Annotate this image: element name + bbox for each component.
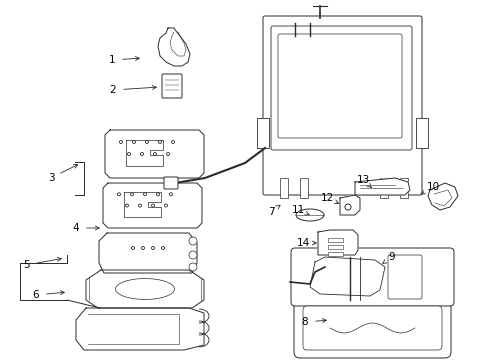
- Text: 11: 11: [291, 205, 304, 215]
- FancyBboxPatch shape: [263, 16, 421, 195]
- Ellipse shape: [141, 247, 144, 249]
- Ellipse shape: [169, 193, 172, 196]
- Polygon shape: [86, 270, 203, 308]
- FancyBboxPatch shape: [163, 177, 178, 189]
- Bar: [280, 178, 287, 198]
- FancyBboxPatch shape: [293, 298, 450, 358]
- Ellipse shape: [127, 153, 130, 156]
- Polygon shape: [158, 28, 190, 66]
- Ellipse shape: [156, 193, 159, 196]
- FancyBboxPatch shape: [290, 248, 453, 306]
- Ellipse shape: [125, 204, 128, 207]
- Ellipse shape: [143, 193, 146, 196]
- Bar: [327, 252, 342, 256]
- Bar: [257, 118, 268, 148]
- Ellipse shape: [131, 247, 134, 249]
- Polygon shape: [427, 183, 457, 210]
- Text: 10: 10: [426, 182, 439, 192]
- Text: 4: 4: [73, 223, 79, 233]
- Ellipse shape: [345, 204, 350, 210]
- Polygon shape: [105, 130, 203, 178]
- Text: 3: 3: [48, 173, 54, 183]
- Ellipse shape: [151, 247, 154, 249]
- Ellipse shape: [161, 247, 164, 249]
- Bar: [379, 178, 387, 198]
- Ellipse shape: [145, 140, 148, 144]
- Ellipse shape: [138, 204, 141, 207]
- Ellipse shape: [117, 193, 120, 196]
- Ellipse shape: [295, 209, 324, 221]
- Ellipse shape: [189, 263, 197, 271]
- Bar: [327, 245, 342, 249]
- Text: 8: 8: [301, 317, 307, 327]
- Polygon shape: [103, 183, 202, 228]
- FancyBboxPatch shape: [162, 74, 182, 98]
- Ellipse shape: [153, 153, 156, 156]
- FancyBboxPatch shape: [387, 255, 421, 299]
- Text: 13: 13: [356, 175, 369, 185]
- Text: 7: 7: [267, 207, 274, 217]
- Bar: [399, 178, 407, 198]
- Ellipse shape: [171, 140, 174, 144]
- Ellipse shape: [166, 153, 169, 156]
- Polygon shape: [354, 178, 409, 195]
- Ellipse shape: [132, 140, 135, 144]
- Text: 14: 14: [296, 238, 309, 248]
- Bar: [299, 178, 307, 198]
- FancyBboxPatch shape: [278, 34, 401, 138]
- Bar: [415, 118, 427, 148]
- Polygon shape: [339, 195, 359, 215]
- Ellipse shape: [151, 204, 154, 207]
- Ellipse shape: [189, 237, 197, 245]
- Text: 1: 1: [108, 55, 115, 65]
- Polygon shape: [76, 308, 203, 350]
- Text: 12: 12: [320, 193, 333, 203]
- FancyBboxPatch shape: [270, 26, 411, 150]
- Polygon shape: [309, 257, 384, 296]
- Ellipse shape: [158, 140, 161, 144]
- Bar: [327, 238, 342, 242]
- Text: 6: 6: [33, 290, 39, 300]
- Ellipse shape: [130, 193, 133, 196]
- Ellipse shape: [189, 251, 197, 259]
- Text: 5: 5: [22, 260, 29, 270]
- Ellipse shape: [140, 153, 143, 156]
- FancyBboxPatch shape: [303, 306, 441, 350]
- Text: 2: 2: [109, 85, 116, 95]
- Text: 9: 9: [388, 252, 394, 262]
- Ellipse shape: [119, 140, 122, 144]
- Polygon shape: [317, 230, 357, 255]
- Ellipse shape: [164, 204, 167, 207]
- Polygon shape: [99, 233, 197, 273]
